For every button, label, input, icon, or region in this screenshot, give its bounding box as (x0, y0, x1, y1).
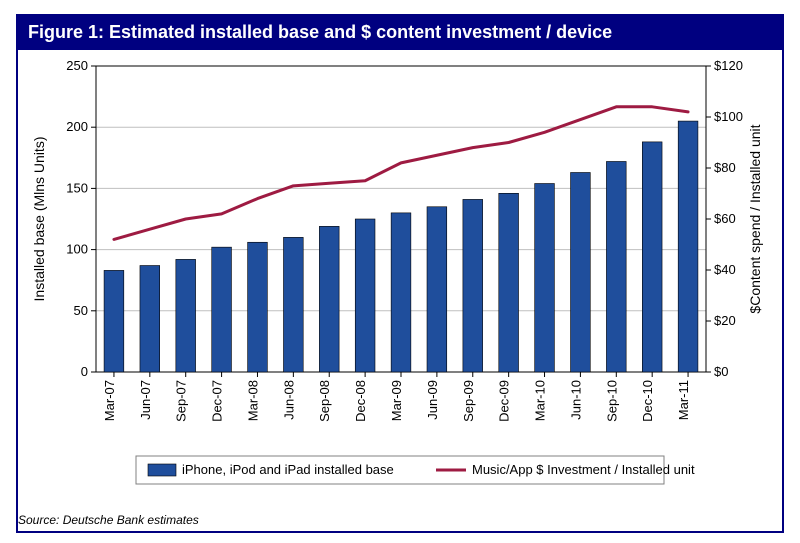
category-label: Mar-10 (533, 380, 548, 421)
bar (355, 219, 375, 372)
category-label: Sep-10 (604, 380, 619, 422)
bar (248, 242, 268, 372)
y-right-tick-label: $120 (714, 58, 743, 73)
bar (642, 142, 662, 372)
bar (427, 207, 447, 372)
y-right-tick-label: $40 (714, 262, 736, 277)
legend-swatch-bar (148, 464, 176, 476)
y-right-tick-label: $60 (714, 211, 736, 226)
category-label: Jun-08 (281, 380, 296, 420)
category-label: Sep-08 (317, 380, 332, 422)
bar (140, 266, 160, 372)
category-label: Dec-07 (210, 380, 225, 422)
y-right-tick-label: $0 (714, 364, 728, 379)
category-label: Jun-07 (138, 380, 153, 420)
bar (104, 270, 124, 372)
legend-label-line: Music/App $ Investment / Installed unit (472, 462, 695, 477)
bar (571, 172, 591, 372)
bar (176, 259, 196, 372)
category-label: Mar-11 (676, 380, 691, 420)
y-right-tick-label: $80 (714, 160, 736, 175)
category-label: Mar-08 (245, 380, 260, 421)
figure-title: Figure 1: Estimated installed base and $… (28, 22, 612, 43)
bar (499, 193, 519, 372)
category-label: Mar-07 (102, 380, 117, 421)
category-label: Dec-09 (497, 380, 512, 422)
bar (463, 199, 483, 372)
y-left-tick-label: 0 (81, 364, 88, 379)
y-right-tick-label: $20 (714, 313, 736, 328)
figure-frame: Figure 1: Estimated installed base and $… (16, 14, 784, 533)
category-label: Jun-10 (568, 380, 583, 420)
chart-container: 0 50 100 150 200 250 $0 $20 $40 $60 $80 $100 $120 Mar… (26, 56, 774, 501)
category-label: Sep-07 (174, 380, 189, 422)
source-note: Source: Deutsche Bank estimates (18, 513, 199, 527)
y-left-tick-label: 50 (74, 303, 88, 318)
bar (535, 184, 555, 372)
category-label: Jun-09 (425, 380, 440, 420)
bar (212, 247, 232, 372)
legend-label-bar: iPhone, iPod and iPad installed base (182, 462, 394, 477)
y-left-tick-label: 150 (66, 180, 88, 195)
y-left-tick-label: 100 (66, 242, 88, 257)
bar (319, 226, 339, 372)
y-left-axis-label: Installed base (Mlns Units) (31, 137, 47, 302)
y-left-tick-label: 250 (66, 58, 88, 73)
bar (283, 237, 303, 372)
category-label: Dec-10 (640, 380, 655, 422)
chart-svg: 0 50 100 150 200 250 $0 $20 $40 $60 $80 $100 $120 Mar… (26, 56, 774, 504)
bar (391, 213, 411, 372)
y-left-tick-label: 200 (66, 119, 88, 134)
figure-title-bar: Figure 1: Estimated installed base and $… (18, 16, 782, 50)
category-label: Dec-08 (353, 380, 368, 422)
y-right-tick-label: $100 (714, 109, 743, 124)
y-right-axis-label: $Content spend / Installed unit (747, 124, 763, 313)
bar (606, 161, 626, 372)
category-label: Mar-09 (389, 380, 404, 421)
category-label: Sep-09 (461, 380, 476, 422)
bar (678, 121, 698, 372)
